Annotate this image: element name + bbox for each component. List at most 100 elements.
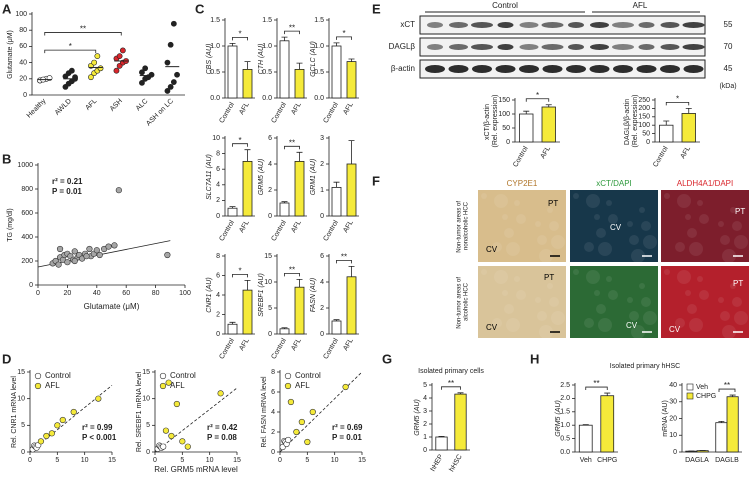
x-tick-label: 15 [233, 457, 241, 464]
band [683, 65, 704, 73]
point [142, 65, 149, 72]
region-label: CV [626, 321, 638, 330]
sig-label: * [238, 266, 241, 275]
texture [629, 311, 639, 321]
y-axis-label: Rel. CNR1 mRNA level [11, 376, 18, 448]
band [638, 44, 655, 50]
y-tick-label: 2 [271, 429, 275, 436]
y-tick-label: 1 [423, 434, 427, 441]
error-bar [523, 110, 530, 114]
sig-bracket [336, 260, 352, 264]
texture [677, 194, 691, 208]
texture [586, 270, 600, 284]
y-tick-label: 0 [23, 92, 27, 99]
error-bar [333, 319, 340, 321]
texture [502, 290, 508, 296]
y-tick-label: 0 [646, 139, 650, 146]
texture [689, 242, 703, 256]
sig-label: ** [80, 25, 86, 34]
texture [629, 235, 639, 245]
x-tick-label: CHPG [597, 457, 617, 464]
texture [643, 311, 657, 325]
point [167, 84, 174, 90]
bar [600, 395, 615, 453]
x-tick-label: 40 [93, 290, 101, 297]
band [471, 22, 493, 28]
band [568, 22, 584, 28]
error-bar [718, 420, 725, 423]
texture [697, 200, 703, 206]
texture [631, 249, 645, 263]
y-tick-label: 4 [423, 395, 427, 402]
point [70, 408, 77, 416]
legend-label: CHPG [696, 393, 716, 400]
texture [664, 193, 670, 199]
texture [639, 283, 645, 289]
sig-bracket [336, 36, 352, 40]
point [54, 422, 61, 429]
y-axis-label: Rel. SREBF1 mRNA level [136, 371, 143, 452]
blot-group: AFL [633, 1, 648, 10]
band [519, 65, 539, 73]
y-tick-label: 5 [146, 422, 150, 429]
y-tick-label: 3 [320, 135, 324, 142]
texture [687, 228, 697, 238]
x-tick-label: 10 [331, 457, 339, 464]
region-label: PT [548, 199, 558, 208]
x-tick-label: AFL [84, 98, 98, 112]
texture [539, 325, 553, 339]
texture [549, 221, 559, 231]
y-tick-label: 2 [320, 305, 324, 312]
bar [294, 286, 305, 335]
point [86, 245, 93, 253]
error-bar [281, 201, 288, 203]
error-bar [244, 149, 251, 162]
y-axis-label: CBS (AU) [206, 44, 213, 75]
y-tick-label: 40 [669, 382, 677, 389]
band [568, 44, 584, 50]
x-tick-label: AFL [238, 101, 251, 116]
texture [481, 269, 487, 275]
text-line: (Rel. expression) [632, 95, 639, 148]
point [179, 438, 186, 445]
y-tick-label: 20 [19, 76, 27, 83]
error-bar [281, 36, 288, 41]
texture [720, 235, 730, 245]
texture [608, 214, 618, 224]
bar [659, 124, 674, 143]
error-bar [663, 120, 670, 126]
point [168, 432, 175, 440]
y-tick-label: 20 [669, 415, 677, 422]
y-tick-label: 10 [669, 432, 677, 439]
point [68, 67, 75, 74]
texture [504, 304, 514, 314]
y-axis-label: GRM5 (AU) [555, 400, 562, 437]
x-tick-label: 80 [152, 290, 160, 297]
texture [722, 325, 736, 339]
texture [535, 221, 541, 227]
point [96, 251, 103, 259]
error-bar [348, 140, 355, 164]
blot-label: DAGLβ [389, 42, 416, 51]
blot-group: Control [492, 1, 518, 10]
band [448, 65, 469, 73]
sig-bracket [525, 98, 550, 102]
legend-marker [159, 372, 167, 380]
chart-title: Isolated primary cells [418, 368, 484, 375]
kda-label: 45 [724, 64, 733, 73]
error-bar [545, 104, 552, 107]
bar [541, 106, 556, 143]
y-tick-label: 50 [502, 125, 510, 132]
point [162, 427, 170, 434]
texture [494, 270, 508, 284]
y-tick-label: 10 [17, 396, 25, 403]
y-tick-label: 6 [268, 135, 272, 142]
y-tick-label: 0.5 [262, 69, 272, 76]
bar [227, 323, 238, 335]
y-tick-label: 6 [216, 166, 220, 173]
y-tick-label: 5 [268, 305, 272, 312]
point [342, 383, 349, 391]
texture [594, 290, 600, 296]
point [160, 443, 167, 450]
